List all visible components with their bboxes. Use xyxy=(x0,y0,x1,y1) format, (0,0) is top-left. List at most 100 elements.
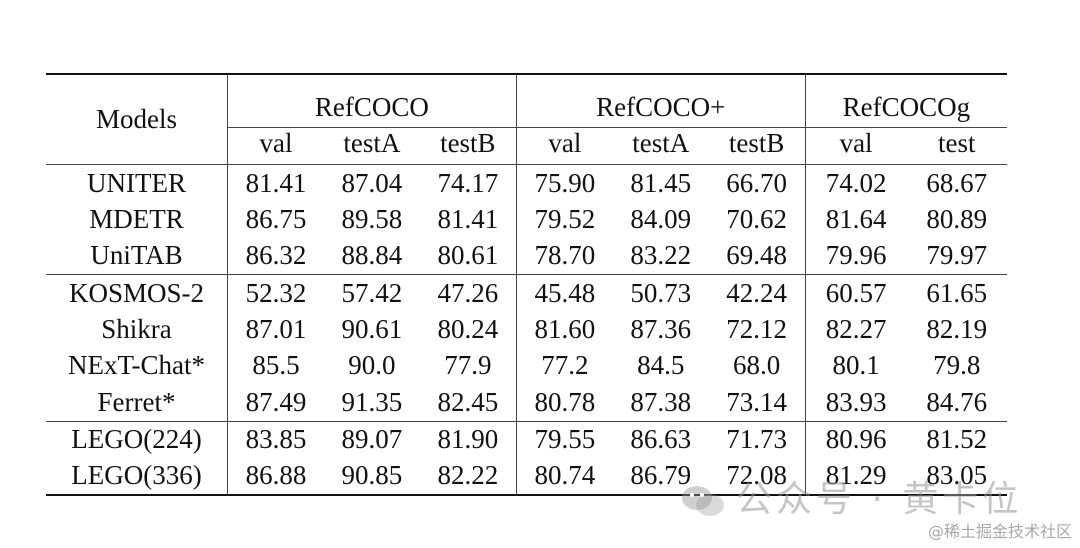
score-cell: 83.22 xyxy=(630,240,692,271)
score-cell: 80.74 xyxy=(515,457,613,495)
score-cell: 72.08 xyxy=(726,460,788,491)
score-cell: 80.89 xyxy=(926,203,988,234)
score-cell: 50.73 xyxy=(612,274,709,311)
score-cell: 77.2 xyxy=(515,347,613,384)
results-table: Models RefCOCO RefCOCO+ RefCOCOg val tes… xyxy=(46,73,1007,496)
score-cell: 87.36 xyxy=(630,313,692,344)
score-cell: 90.0 xyxy=(348,350,396,381)
score-cell: 61.65 xyxy=(906,274,1007,311)
table-row: UniTAB 86.32 88.84 80.61 78.70 83.22 69.48 79.9… xyxy=(46,237,1007,275)
subheader: testB xyxy=(419,127,517,165)
score-cell: 70.62 xyxy=(726,203,788,234)
score-cell: 68.0 xyxy=(733,350,781,381)
score-cell: 88.84 xyxy=(341,240,403,271)
score-cell: 90.61 xyxy=(341,313,403,344)
score-cell: 87.49 xyxy=(227,384,325,421)
model-name: KOSMOS-2 xyxy=(46,274,228,311)
table-row: MDETR 86.75 89.58 81.41 79.52 84.09 70.62 81.64… xyxy=(46,201,1007,238)
score-cell: 42.24 xyxy=(708,274,806,311)
score-cell: 83.85 xyxy=(227,420,325,458)
score-cell: 81.41 xyxy=(227,164,325,201)
score-cell: 79.8 xyxy=(933,350,981,381)
score-cell: 57.42 xyxy=(324,274,420,311)
score-cell: 80.78 xyxy=(515,384,613,421)
score-cell: 86.75 xyxy=(227,201,325,238)
score-cell: 81.41 xyxy=(437,203,499,234)
table-row: NExT-Chat* 85.5 90.0 77.9 77.2 84.5 68.0 80.1 79… xyxy=(46,347,1007,384)
model-name: UniTAB xyxy=(90,240,183,271)
subheader: testA xyxy=(612,127,709,165)
model-name: LEGO(336) xyxy=(71,460,202,491)
score-cell: 68.67 xyxy=(906,164,1007,201)
score-cell: 83.93 xyxy=(804,384,907,421)
score-cell: 47.26 xyxy=(419,274,517,311)
score-cell: 90.85 xyxy=(341,460,403,491)
score-cell: 75.90 xyxy=(515,164,613,201)
score-cell: 86.88 xyxy=(227,457,325,495)
score-cell: 79.55 xyxy=(515,420,613,458)
models-header: Models xyxy=(96,104,177,134)
score-cell: 71.73 xyxy=(708,420,806,458)
score-cell: 74.02 xyxy=(804,164,907,201)
score-cell: 79.96 xyxy=(804,237,907,275)
score-cell: 89.58 xyxy=(341,203,403,234)
watermark-site: @稀土掘金技术社区 xyxy=(927,522,1072,541)
score-cell: 73.14 xyxy=(726,386,788,417)
score-cell: 72.12 xyxy=(726,313,788,344)
score-cell: 91.35 xyxy=(341,386,403,417)
score-cell: 86.63 xyxy=(612,420,709,458)
score-cell: 83.05 xyxy=(926,460,988,491)
subheader: val xyxy=(804,127,907,165)
table-row: Shikra 87.01 90.61 80.24 81.60 87.36 72.12 82.2… xyxy=(46,311,1007,348)
score-cell: 81.64 xyxy=(804,201,907,238)
score-cell: 81.45 xyxy=(612,164,709,201)
model-name: MDETR xyxy=(89,203,184,234)
score-cell: 80.96 xyxy=(804,420,907,458)
score-cell: 69.48 xyxy=(726,240,788,271)
table-row: LEGO(336) 86.88 90.85 82.22 80.74 86.79 72.08 8… xyxy=(46,457,1007,495)
score-cell: 66.70 xyxy=(708,164,806,201)
subheader: val xyxy=(227,127,325,165)
score-cell: 81.29 xyxy=(804,457,907,495)
score-cell: 79.97 xyxy=(926,240,988,271)
score-cell: 87.38 xyxy=(630,386,692,417)
score-cell: 82.27 xyxy=(804,311,907,348)
group-header-refcocog: RefCOCOg xyxy=(804,74,1007,128)
model-name: NExT-Chat* xyxy=(68,350,205,381)
score-cell: 81.90 xyxy=(419,420,517,458)
score-cell: 84.76 xyxy=(926,386,988,417)
table-row: Ferret* 87.49 91.35 82.45 80.78 87.38 73.14 83.… xyxy=(46,384,1007,421)
score-cell: 84.09 xyxy=(630,203,692,234)
table-row: KOSMOS-2 52.32 57.42 47.26 45.48 50.73 42.24 60… xyxy=(46,274,1007,311)
table-body: UNITER 81.41 87.04 74.17 75.90 81.45 66.70 74.0… xyxy=(46,164,1007,495)
score-cell: 74.17 xyxy=(419,164,517,201)
model-name: Shikra xyxy=(101,313,172,344)
subheader: testB xyxy=(708,127,806,165)
score-cell: 78.70 xyxy=(515,237,613,275)
score-cell: 82.22 xyxy=(437,460,499,491)
model-name: UNITER xyxy=(46,164,228,201)
score-cell: 80.24 xyxy=(437,313,499,344)
score-cell: 89.07 xyxy=(324,420,420,458)
table-row: UNITER 81.41 87.04 74.17 75.90 81.45 66.70 74.0… xyxy=(46,164,1007,201)
score-cell: 87.01 xyxy=(227,311,325,348)
score-cell: 80.61 xyxy=(437,240,499,271)
score-cell: 82.45 xyxy=(437,386,499,417)
model-name: LEGO(224) xyxy=(46,420,228,458)
subheader: testA xyxy=(324,127,420,165)
score-cell: 85.5 xyxy=(227,347,325,384)
score-cell: 81.52 xyxy=(906,420,1007,458)
score-cell: 80.1 xyxy=(804,347,907,384)
group-header-refcoco-plus: RefCOCO+ xyxy=(515,74,806,128)
score-cell: 77.9 xyxy=(444,350,492,381)
score-cell: 52.32 xyxy=(227,274,325,311)
score-cell: 81.60 xyxy=(515,311,613,348)
score-cell: 45.48 xyxy=(515,274,613,311)
score-cell: 60.57 xyxy=(804,274,907,311)
score-cell: 87.04 xyxy=(324,164,420,201)
score-cell: 84.5 xyxy=(637,350,685,381)
score-cell: 79.52 xyxy=(515,201,613,238)
model-name: Ferret* xyxy=(97,386,176,417)
group-header-refcoco: RefCOCO xyxy=(227,74,517,128)
subheader: test xyxy=(906,127,1007,165)
